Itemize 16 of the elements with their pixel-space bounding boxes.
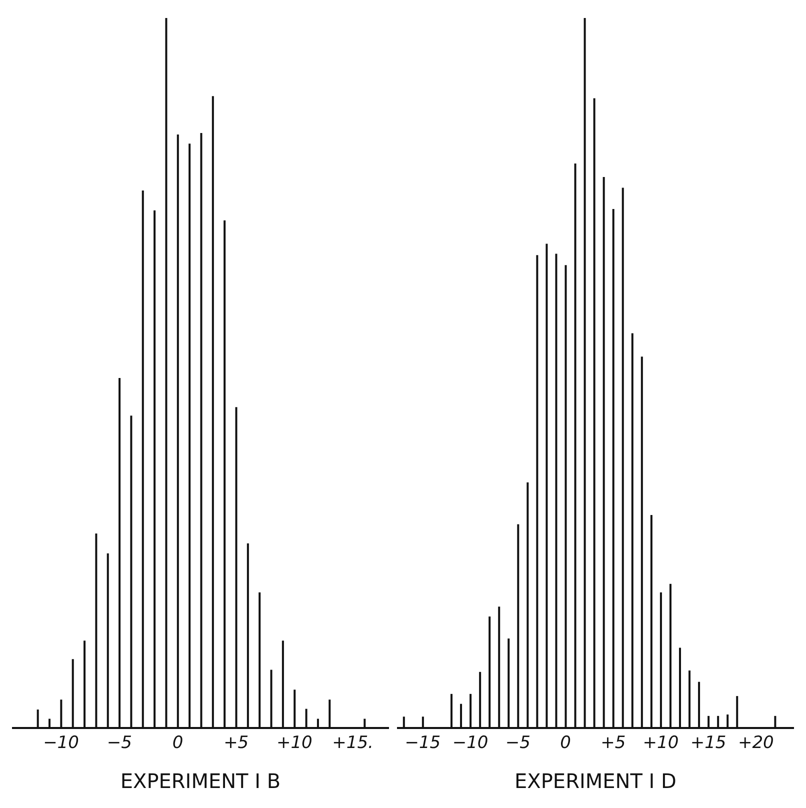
x-tick-label: −10 [452,733,488,754]
x-tick-label: −15 [404,733,441,754]
x-tick-label: −5 [106,733,132,754]
x-tick-label: −5 [505,733,530,754]
x-tick-label: +10 [276,733,312,754]
x-tick-label: 0 [560,733,571,754]
x-tick-label: −10 [43,733,79,754]
x-tick-label: +15. [332,733,374,754]
x-axis-title: EXPERIMENT I D [514,769,676,793]
x-axis-title: EXPERIMENT I B [120,769,281,793]
x-tick-label: +20 [738,733,774,754]
x-tick-label: 0 [172,733,184,754]
x-tick-label: +5 [224,733,249,754]
x-tick-label: +5 [600,733,626,754]
x-tick-label: +10 [642,733,679,754]
x-tick-label: +15 [690,733,726,754]
